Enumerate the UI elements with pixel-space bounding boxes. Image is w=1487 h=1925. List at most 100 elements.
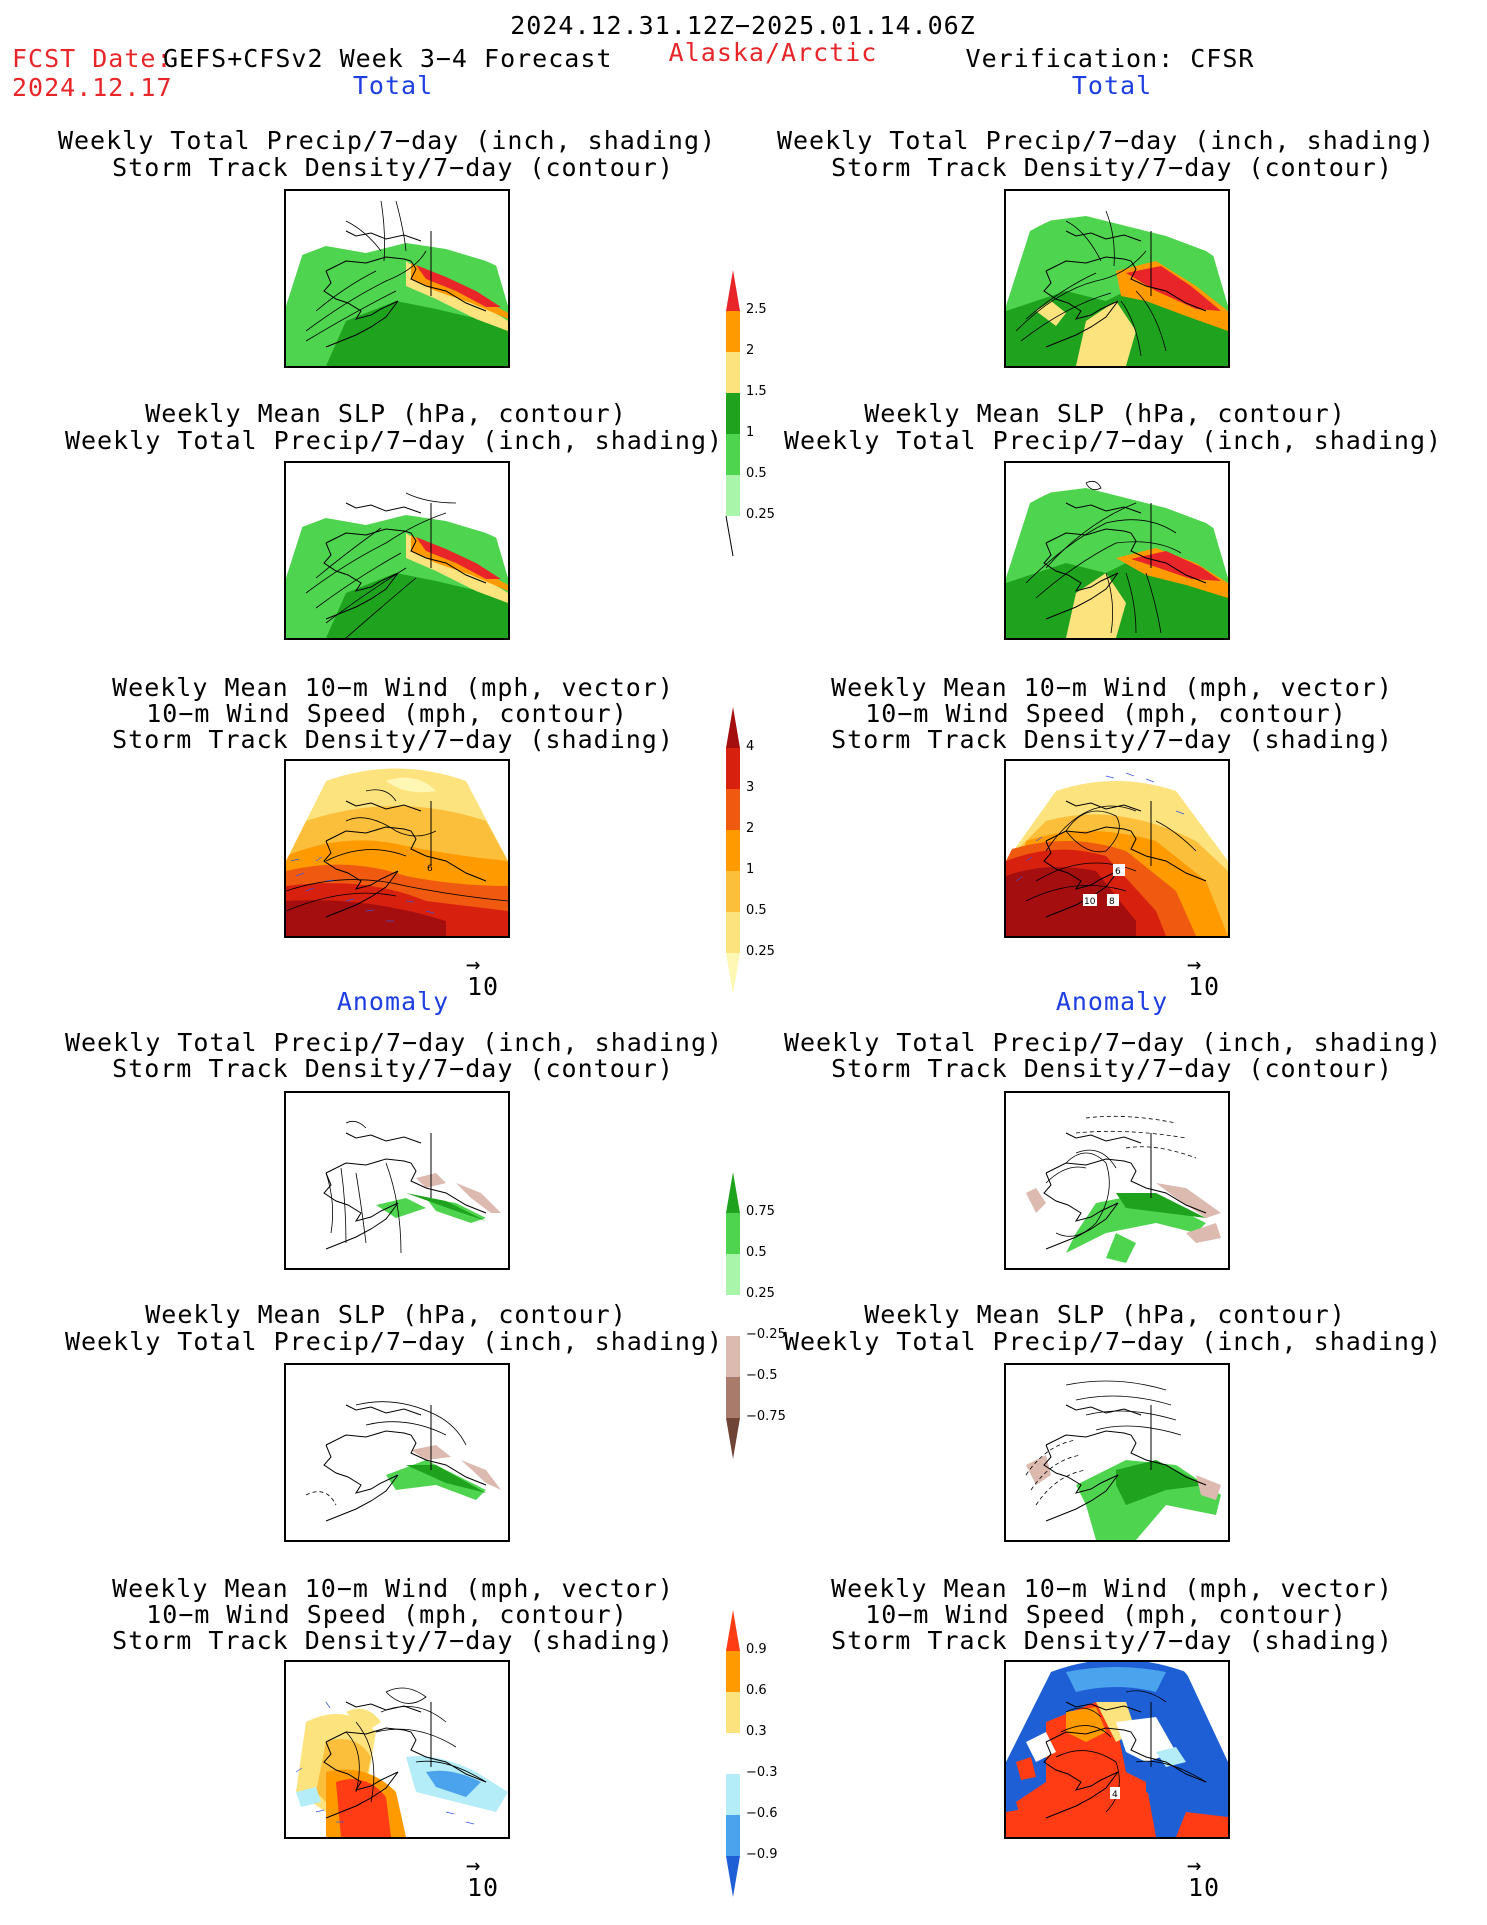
colorbar-label: 2 xyxy=(746,343,755,358)
colorbar-label: 1 xyxy=(746,425,755,440)
colorbar-label: 4 xyxy=(746,739,755,754)
title-anom-wind-track-l1: Weekly Mean 10−m Wind (mph, vector) xyxy=(112,1574,674,1603)
title-anom-precip-track-l2: Storm Track Density/7−day (contour) xyxy=(112,1054,674,1083)
map-obs-anom-precip-track xyxy=(1004,1091,1230,1270)
title-wind-track-l1: Weekly Mean 10−m Wind (mph, vector) xyxy=(112,673,674,702)
colorbar-swatch xyxy=(726,1733,740,1774)
colorbar-anom-track: 0.9 0.6 0.3 −0.3 −0.6 −0.9 xyxy=(726,1610,778,1903)
colorbar-swatch xyxy=(726,1610,740,1651)
colorbar-swatches xyxy=(726,707,740,994)
section-total-right: Total xyxy=(1071,71,1153,100)
title-anom-wind-track-l3: Storm Track Density/7−day (shading) xyxy=(112,1626,674,1655)
contour-label: 8 xyxy=(1109,897,1115,907)
colorbar-total-track: 4 3 2 1 0.5 0.25 xyxy=(726,707,775,1000)
colorbar-swatches xyxy=(726,1610,740,1897)
title-wind-track-l3: Storm Track Density/7−day (shading) xyxy=(112,725,674,754)
colorbar-label: 0.5 xyxy=(746,466,767,481)
map-obs-anom-slp-precip xyxy=(1004,1363,1230,1542)
title-wind-track-r1: Weekly Mean 10−m Wind (mph, vector) xyxy=(831,673,1393,702)
colorbar-swatch xyxy=(726,871,740,912)
colorbar-label: 3 xyxy=(746,780,755,795)
colorbar-swatch xyxy=(726,311,740,352)
colorbar-swatch xyxy=(726,1692,740,1733)
colorbar-swatch xyxy=(726,1172,740,1213)
title-anom-wind-track-r1: Weekly Mean 10−m Wind (mph, vector) xyxy=(831,1574,1393,1603)
map-obs-total-slp-precip xyxy=(1004,461,1230,640)
title-precip-track-l2: Storm Track Density/7−day (contour) xyxy=(112,153,674,182)
map-fcst-anom-wind-track xyxy=(284,1660,510,1839)
colorbar-label: 0.3 xyxy=(746,1724,767,1739)
colorbar-swatch xyxy=(726,1213,740,1254)
title-anom-precip-track-r1: Weekly Total Precip/7−day (inch, shading… xyxy=(783,1028,1443,1057)
colorbar-label: 0.25 xyxy=(746,1286,775,1301)
colorbar-swatch xyxy=(726,1774,740,1815)
colorbar-swatch xyxy=(726,434,740,475)
title-wind-track-r2: 10−m Wind Speed (mph, contour) xyxy=(865,699,1347,728)
contour-label: 4 xyxy=(1112,1790,1118,1800)
colorbar-swatch xyxy=(726,789,740,830)
colorbar-swatch xyxy=(726,1295,740,1336)
colorbar-tail xyxy=(725,515,734,557)
colorbar-label: −0.6 xyxy=(746,1806,778,1821)
vector-reference-arrow-1: → xyxy=(466,950,481,978)
map-fcst-total-slp-precip xyxy=(284,461,510,640)
colorbar-swatch xyxy=(726,475,740,516)
colorbar-label: 0.9 xyxy=(746,1642,767,1657)
section-anomaly-right: Anomaly xyxy=(1055,987,1169,1016)
colorbar-label: 0.25 xyxy=(746,944,775,959)
vector-reference-arrow-2: → xyxy=(1187,950,1202,978)
vector-reference-arrow-4: → xyxy=(1187,1851,1202,1879)
title-anom-precip-track-r2: Storm Track Density/7−day (contour) xyxy=(831,1054,1393,1083)
colorbar-swatch xyxy=(726,352,740,393)
title-slp-precip-r2: Weekly Total Precip/7−day (inch, shading… xyxy=(783,426,1443,455)
colorbar-swatch xyxy=(726,912,740,953)
section-total-left: Total xyxy=(352,71,434,100)
map-obs-total-wind-track: 6 10 8 xyxy=(1004,759,1230,938)
fcst-date-label: FCST Date: xyxy=(12,44,173,73)
colorbar-total-precip: 2.5 2 1.5 1 0.5 0.25 xyxy=(725,270,775,564)
title-anom-slp-precip-l2: Weekly Total Precip/7−day (inch, shading… xyxy=(64,1327,724,1356)
contour-label: 6 xyxy=(427,864,433,874)
title-slp-precip-r1: Weekly Mean SLP (hPa, contour) xyxy=(864,399,1346,428)
colorbar-swatch xyxy=(726,1815,740,1856)
colorbar-swatch xyxy=(726,1377,740,1418)
title-precip-track-l1: Weekly Total Precip/7−day (inch, shading… xyxy=(57,126,717,155)
colorbar-label: −0.25 xyxy=(746,1327,786,1342)
colorbar-swatch xyxy=(726,707,740,748)
colorbar-label: 2 xyxy=(746,821,755,836)
map-obs-anom-wind-track: 4 xyxy=(1004,1660,1230,1839)
colorbar-label: −0.5 xyxy=(746,1368,778,1383)
title-anom-wind-track-r3: Storm Track Density/7−day (shading) xyxy=(831,1626,1393,1655)
colorbar-swatch xyxy=(726,1254,740,1295)
title-anom-slp-precip-l1: Weekly Mean SLP (hPa, contour) xyxy=(145,1300,627,1329)
vector-reference-arrow-3: → xyxy=(466,1851,481,1879)
colorbar-label: 1 xyxy=(746,862,755,877)
colorbar-swatch xyxy=(726,1651,740,1692)
colorbar-swatch xyxy=(726,1418,740,1459)
colorbar-swatches xyxy=(725,270,740,557)
colorbar-swatch xyxy=(726,1336,740,1377)
vector-reference-label-2: 10 xyxy=(1188,972,1221,1001)
map-obs-total-precip-track xyxy=(1004,189,1230,368)
colorbar-swatches xyxy=(726,1172,740,1459)
region-label: Alaska/Arctic xyxy=(668,38,878,67)
contour-label: 10 xyxy=(1084,897,1096,907)
colorbar-label: 1.5 xyxy=(746,384,767,399)
map-fcst-anom-precip-track xyxy=(284,1091,510,1270)
colorbar-swatch xyxy=(726,953,740,994)
vector-reference-label-1: 10 xyxy=(467,972,500,1001)
contour-label: 6 xyxy=(1115,867,1121,877)
colorbar-label: 0.5 xyxy=(746,903,767,918)
map-fcst-total-wind-track: 6 xyxy=(284,759,510,938)
section-anomaly-left: Anomaly xyxy=(336,987,450,1016)
colorbar-anom-precip: 0.75 0.5 0.25 −0.25 −0.5 −0.75 xyxy=(726,1172,786,1465)
title-anom-precip-track-l1: Weekly Total Precip/7−day (inch, shading… xyxy=(64,1028,724,1057)
colorbar-swatch xyxy=(726,830,740,871)
title-slp-precip-l2: Weekly Total Precip/7−day (inch, shading… xyxy=(64,426,724,455)
vector-reference-label-3: 10 xyxy=(467,1873,500,1902)
colorbar-label: −0.3 xyxy=(746,1765,778,1780)
model-label: GEFS+CFSv2 Week 3−4 Forecast xyxy=(163,44,613,73)
title-anom-slp-precip-r1: Weekly Mean SLP (hPa, contour) xyxy=(864,1300,1346,1329)
title-anom-wind-track-l2: 10−m Wind Speed (mph, contour) xyxy=(146,1600,628,1629)
title-precip-track-r2: Storm Track Density/7−day (contour) xyxy=(831,153,1393,182)
